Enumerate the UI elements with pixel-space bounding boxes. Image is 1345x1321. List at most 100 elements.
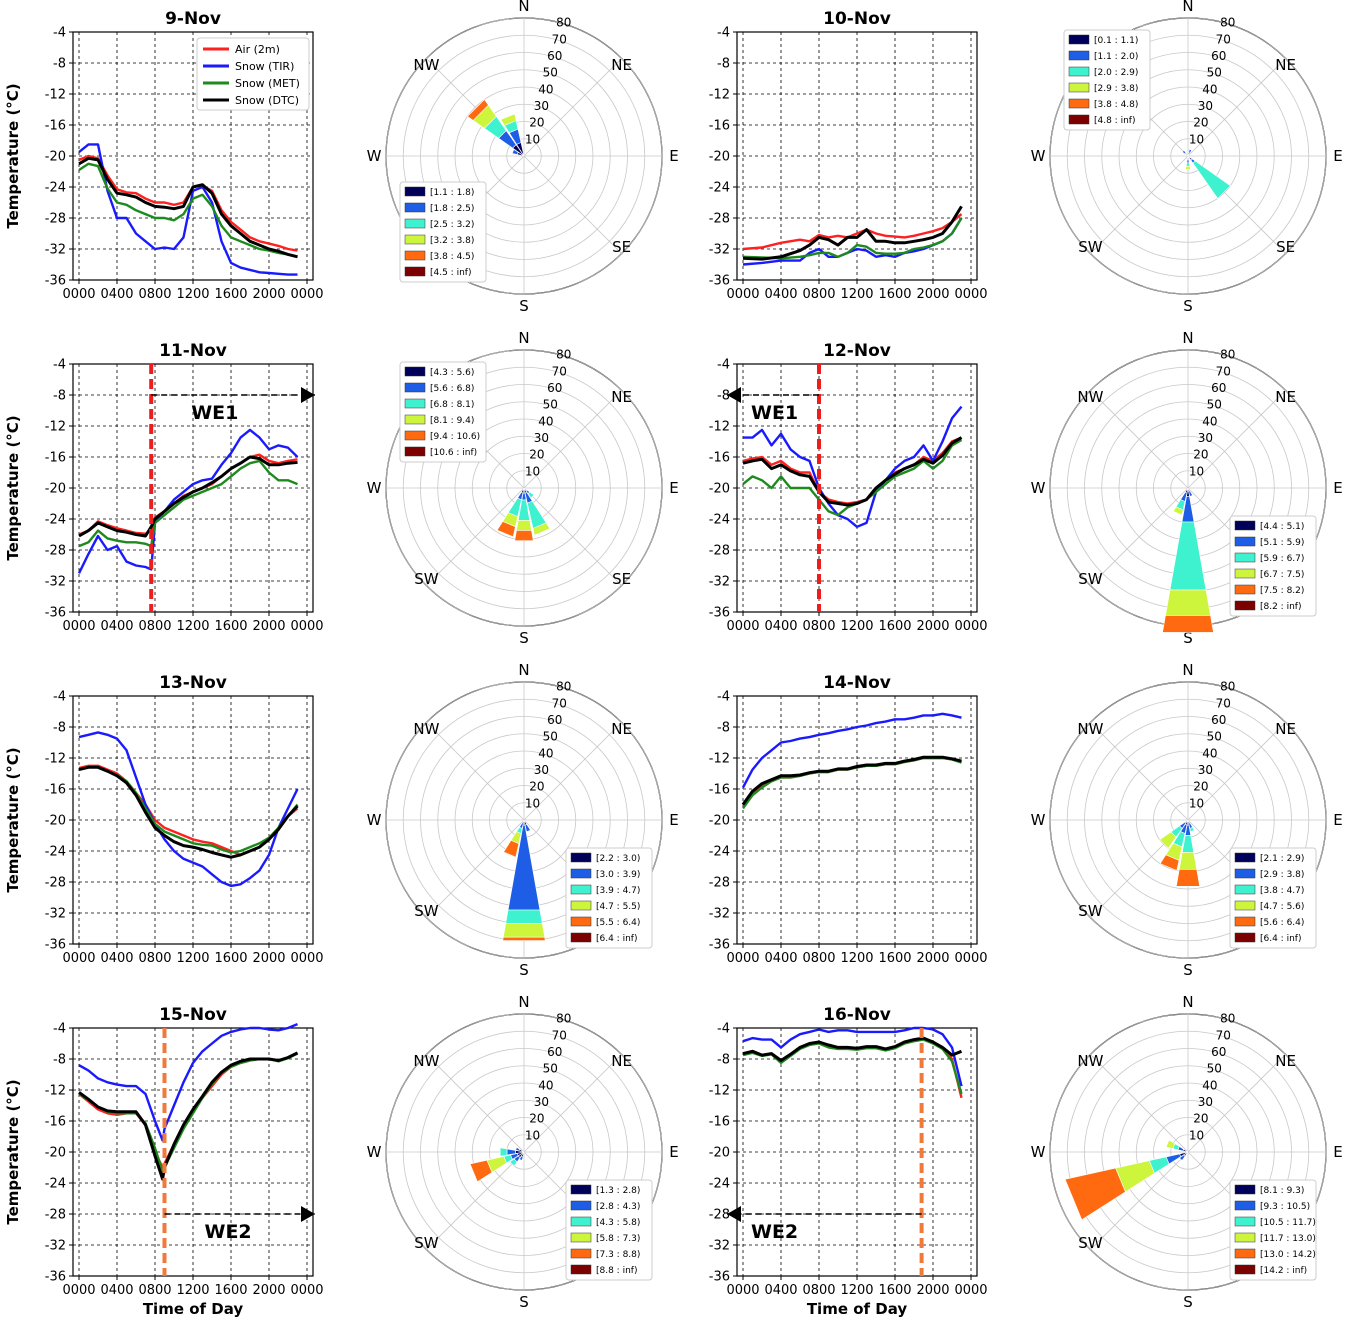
rose-spoke — [426, 487, 525, 586]
rose-petal-segment — [509, 1158, 518, 1167]
y-tick-label: -32 — [709, 907, 730, 922]
x-tick-label: 0400 — [100, 287, 133, 302]
x-tick-label: 0000 — [290, 951, 323, 966]
x-tick-label: 1200 — [840, 1283, 873, 1298]
compass-label-N: N — [518, 329, 529, 347]
rose-legend-swatch — [1068, 114, 1090, 125]
y-tick-label: -32 — [709, 1239, 730, 1254]
radial-tick-label: 80 — [1220, 1012, 1235, 1026]
compass-label-S: S — [519, 297, 529, 315]
radial-tick-label: 60 — [547, 713, 562, 727]
x-tick-label: 0000 — [62, 1283, 95, 1298]
y-tick-label: -36 — [45, 938, 66, 953]
y-tick-label: -16 — [45, 783, 66, 798]
plot-frame — [72, 363, 314, 613]
rose-petal-segment — [467, 99, 489, 121]
series-line-tir — [742, 1026, 963, 1087]
rose-legend-label: [4.8 : inf) — [1094, 116, 1135, 126]
radial-tick-label: 30 — [534, 1095, 549, 1109]
radial-tick-label: 20 — [529, 448, 544, 462]
series-line-met — [742, 217, 963, 260]
rose-legend-label: [5.9 : 6.7) — [1260, 554, 1304, 564]
radial-tick-label: 50 — [1207, 66, 1222, 80]
y-tick-label: -4 — [53, 690, 66, 705]
rose-petal-segment — [496, 521, 516, 538]
radial-tick-label: 60 — [547, 381, 562, 395]
rose-legend-label: [4.3 : 5.8) — [596, 1218, 640, 1228]
radial-tick-label: 80 — [556, 348, 571, 362]
series-line-tir — [741, 712, 962, 789]
rose-legend-swatch — [1234, 852, 1256, 863]
rose-legend-swatch — [570, 1232, 592, 1243]
plot-frame — [736, 1027, 978, 1277]
x-tick-label: 2000 — [916, 287, 949, 302]
x-tick-label: 0000 — [290, 619, 323, 634]
windrose-panel: 1020304050607080NNEESESSWWNW[8.1 : 9.3)[… — [1031, 993, 1343, 1311]
y-axis-label: Temperature (°C) — [4, 83, 22, 228]
rose-legend-swatch — [1068, 82, 1090, 93]
series-line-dtc — [78, 765, 299, 859]
rose-legend-label: [2.8 : 4.3) — [596, 1202, 640, 1212]
panel-title: 15-Nov — [159, 1005, 227, 1025]
compass-label-SW: SW — [1078, 570, 1103, 588]
rose-legend-swatch — [1234, 868, 1256, 879]
y-tick-label: -20 — [709, 814, 730, 829]
windrose-panel: 1020304050607080NNEESESSWWNW[4.4 : 5.1)[… — [1031, 329, 1343, 647]
x-tick-label: 2000 — [916, 1283, 949, 1298]
event-label: WE1 — [191, 402, 238, 424]
rose-legend-label: [6.7 : 7.5) — [1260, 570, 1304, 580]
radial-tick-label: 40 — [538, 82, 553, 96]
compass-label-SW: SW — [414, 902, 439, 920]
rose-legend-label: [5.1 : 5.9) — [1260, 538, 1304, 548]
compass-label-NW: NW — [413, 1052, 439, 1070]
rose-legend-label: [14.2 : inf) — [1260, 1266, 1307, 1276]
y-tick-label: -32 — [45, 575, 66, 590]
radial-tick-label: 80 — [556, 16, 571, 30]
rose-legend-label: [0.1 : 1.1) — [1094, 36, 1138, 46]
legend-label: Air (2m) — [235, 43, 280, 56]
rose-legend-swatch — [1068, 50, 1090, 61]
y-tick-label: -8 — [53, 389, 66, 404]
x-tick-label: 0000 — [290, 287, 323, 302]
compass-label-N: N — [518, 993, 529, 1011]
y-tick-label: -24 — [45, 845, 66, 860]
rose-legend-label: [8.8 : inf) — [596, 1266, 637, 1276]
y-tick-label: -32 — [45, 243, 66, 258]
rose-legend-swatch — [570, 1200, 592, 1211]
radial-tick-label: 40 — [1202, 82, 1217, 96]
rose-legend-label: [8.1 : 9.3) — [1260, 1186, 1304, 1196]
legend-box — [196, 37, 310, 111]
rose-petal-segment — [469, 1159, 493, 1183]
radial-tick-label: 40 — [538, 414, 553, 428]
x-tick-label: 2000 — [252, 619, 285, 634]
radial-tick-label: 70 — [1216, 696, 1231, 710]
compass-label-E: E — [669, 147, 678, 165]
rose-petal-segment — [527, 491, 535, 499]
y-axis-label: Temperature (°C) — [4, 1079, 22, 1224]
rose-legend-swatch — [570, 868, 592, 879]
radial-tick-label: 20 — [529, 1112, 544, 1126]
x-tick-label: 0800 — [802, 1283, 835, 1298]
x-tick-label: 1600 — [214, 951, 247, 966]
plot-frame — [72, 1027, 314, 1277]
series-line-met — [78, 162, 298, 258]
compass-label-W: W — [1031, 147, 1046, 165]
compass-label-SW: SW — [1078, 902, 1103, 920]
rose-legend-label: [5.6 : 6.8) — [430, 384, 474, 394]
radial-tick-label: 10 — [1189, 132, 1204, 146]
radial-tick-label: 10 — [1189, 1128, 1204, 1142]
rose-legend-label: [3.8 : 4.8) — [1094, 100, 1138, 110]
series-line-met — [78, 459, 298, 548]
compass-label-E: E — [1333, 1143, 1342, 1161]
y-tick-label: -28 — [709, 212, 730, 227]
y-tick-label: -8 — [717, 57, 730, 72]
radial-tick-label: 60 — [547, 1045, 562, 1059]
compass-label-NE: NE — [611, 56, 632, 74]
compass-label-W: W — [367, 479, 382, 497]
rose-legend-label: [1.1 : 2.0) — [1094, 52, 1138, 62]
compass-label-W: W — [1031, 811, 1046, 829]
rose-petal-segment — [1185, 165, 1191, 170]
rose-legend-label: [4.5 : inf) — [430, 268, 471, 278]
compass-label-E: E — [1333, 147, 1342, 165]
x-tick-label: 0400 — [100, 1283, 133, 1298]
